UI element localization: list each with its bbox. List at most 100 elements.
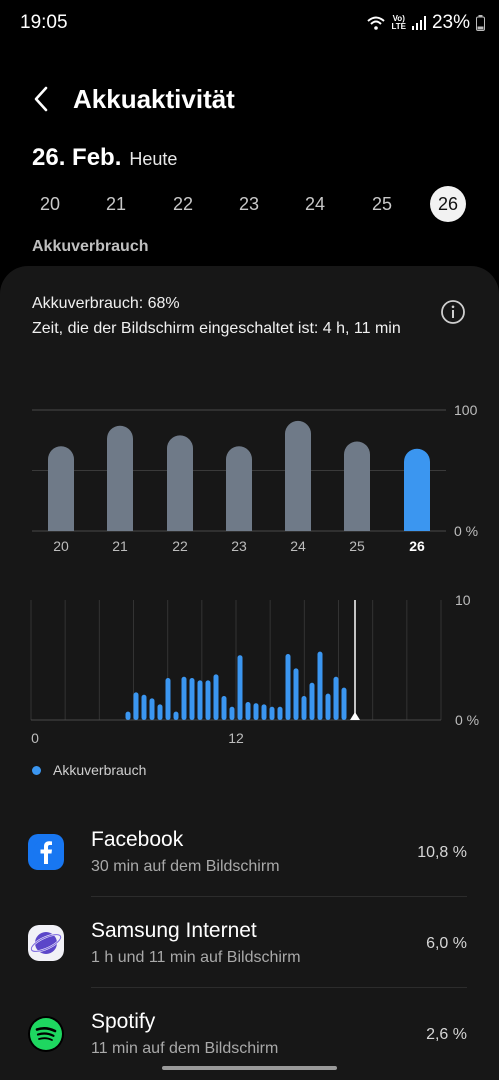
- app-screen-time: 1 h und 11 min auf Bildschirm: [91, 949, 301, 966]
- screen-time-text: Zeit, die der Bildschirm eingeschaltet i…: [32, 320, 401, 337]
- legend-label: Akkuverbrauch: [53, 762, 147, 778]
- app-name: Facebook: [91, 828, 184, 851]
- x-tick-label: 26: [409, 538, 425, 554]
- hourly-bar: [301, 696, 307, 720]
- legend-swatch: [32, 765, 41, 775]
- day-item[interactable]: 24: [304, 194, 326, 214]
- info-icon: [441, 300, 465, 324]
- signal-icon: [411, 16, 426, 30]
- app-percent: 6,0 %: [426, 935, 467, 952]
- hourly-bar: [205, 680, 211, 720]
- daily-bar: [167, 435, 193, 531]
- app-row-spotify[interactable]: Spotify 11 min auf dem Bildschirm 2,6 %: [0, 988, 499, 1078]
- app-name: Samsung Internet: [91, 919, 257, 942]
- hourly-bar: [269, 706, 275, 720]
- hourly-bar: [341, 687, 347, 720]
- navigation-handle[interactable]: [162, 1066, 337, 1070]
- status-icons: Vo) LTE 23%: [367, 12, 485, 34]
- page-title: Akkuaktivität: [73, 84, 235, 114]
- battery-percent: 23%: [431, 12, 470, 33]
- day-item[interactable]: 20: [39, 194, 61, 214]
- daily-bar: [48, 446, 74, 531]
- app-percent: 2,6 %: [426, 1026, 467, 1043]
- hourly-bar: [333, 676, 339, 720]
- hourly-bar: [277, 706, 283, 720]
- hourly-bar: [173, 711, 179, 720]
- y-tick-label: 0 %: [455, 712, 479, 728]
- date-main: 26. Feb.: [32, 144, 122, 171]
- hourly-bar: [141, 694, 147, 720]
- network-bottom-label: LTE: [391, 22, 406, 31]
- day-item[interactable]: 22: [172, 194, 194, 214]
- divider: [91, 987, 467, 988]
- hourly-bar: [317, 651, 323, 720]
- x-tick-label: 12: [228, 730, 244, 746]
- day-selector: 20 21 22 23 24 25 26: [17, 186, 483, 222]
- back-button[interactable]: [26, 82, 60, 116]
- daily-bar: [107, 425, 133, 531]
- hourly-bar: [133, 692, 139, 720]
- hourly-bar: [213, 674, 219, 720]
- battery-usage-text: Akkuverbrauch: 68%: [32, 295, 180, 312]
- date-heading: 26. Feb. Heute: [32, 144, 177, 172]
- daily-bar: [404, 448, 430, 531]
- hourly-bar: [285, 654, 291, 720]
- samsung-internet-icon: [28, 925, 64, 961]
- battery-charts: 100 0 % 20 21 22 23 24 25 26 10 0 % 0 12: [30, 402, 479, 746]
- y-tick-label: 100: [454, 402, 478, 418]
- section-label: Akkuverbrauch: [32, 238, 149, 255]
- hourly-bar: [253, 703, 259, 720]
- day-item[interactable]: 23: [238, 194, 260, 214]
- current-time-marker: [350, 712, 360, 720]
- y-tick-label: 10: [455, 592, 471, 608]
- date-sub: Heute: [129, 149, 178, 169]
- x-tick-label: 20: [53, 538, 69, 554]
- volte-lte-icon: Vo) LTE: [391, 15, 406, 31]
- app-header: Akkuaktivität: [0, 80, 499, 120]
- daily-bar: [285, 420, 311, 531]
- app-screen-time: 30 min auf dem Bildschirm: [91, 858, 280, 875]
- hourly-bar: [325, 693, 331, 720]
- x-tick-label: 22: [172, 538, 188, 554]
- x-tick-label: 23: [231, 538, 247, 554]
- wifi-icon: [367, 16, 386, 30]
- hourly-bar: [125, 711, 131, 720]
- app-row-samsung-internet[interactable]: Samsung Internet 1 h und 11 min auf Bild…: [0, 897, 499, 987]
- chevron-left-icon: [34, 86, 48, 112]
- spotify-icon: [28, 1016, 64, 1052]
- hourly-bar: [165, 678, 171, 720]
- app-screen-time: 11 min auf dem Bildschirm: [91, 1040, 279, 1057]
- hourly-bar: [309, 682, 315, 720]
- hourly-bar: [157, 704, 163, 720]
- battery-icon: [476, 15, 485, 31]
- facebook-icon: [28, 834, 64, 870]
- usage-card: [0, 266, 499, 1080]
- network-top-label: Vo): [392, 14, 405, 23]
- hourly-bar: [181, 676, 187, 720]
- day-item[interactable]: 21: [105, 194, 127, 214]
- x-tick-label: 24: [290, 538, 306, 554]
- hourly-bar: [197, 680, 203, 720]
- day-item[interactable]: 26: [430, 186, 466, 222]
- hourly-bar: [293, 668, 299, 720]
- app-row-facebook[interactable]: Facebook 30 min auf dem Bildschirm 10,8 …: [0, 806, 499, 896]
- y-tick-label: 0 %: [454, 523, 478, 539]
- hourly-bar: [237, 655, 243, 720]
- status-time: 19:05: [20, 12, 68, 33]
- hourly-bar: [221, 696, 227, 720]
- x-tick-label: 0: [31, 730, 39, 746]
- app-name: Spotify: [91, 1010, 156, 1033]
- divider: [91, 896, 467, 897]
- day-item[interactable]: 25: [371, 194, 393, 214]
- daily-bar: [226, 446, 252, 531]
- hourly-bar: [229, 706, 235, 720]
- app-percent: 10,8 %: [417, 844, 467, 861]
- hourly-bar: [149, 698, 155, 720]
- chart-legend: Akkuverbrauch: [32, 762, 146, 778]
- hourly-bar: [261, 704, 267, 720]
- hourly-bar: [245, 702, 251, 720]
- info-button[interactable]: [440, 299, 466, 325]
- status-bar: 19:05 Vo) LTE 23%: [0, 0, 499, 48]
- x-tick-label: 21: [112, 538, 128, 554]
- hourly-bar: [189, 678, 195, 720]
